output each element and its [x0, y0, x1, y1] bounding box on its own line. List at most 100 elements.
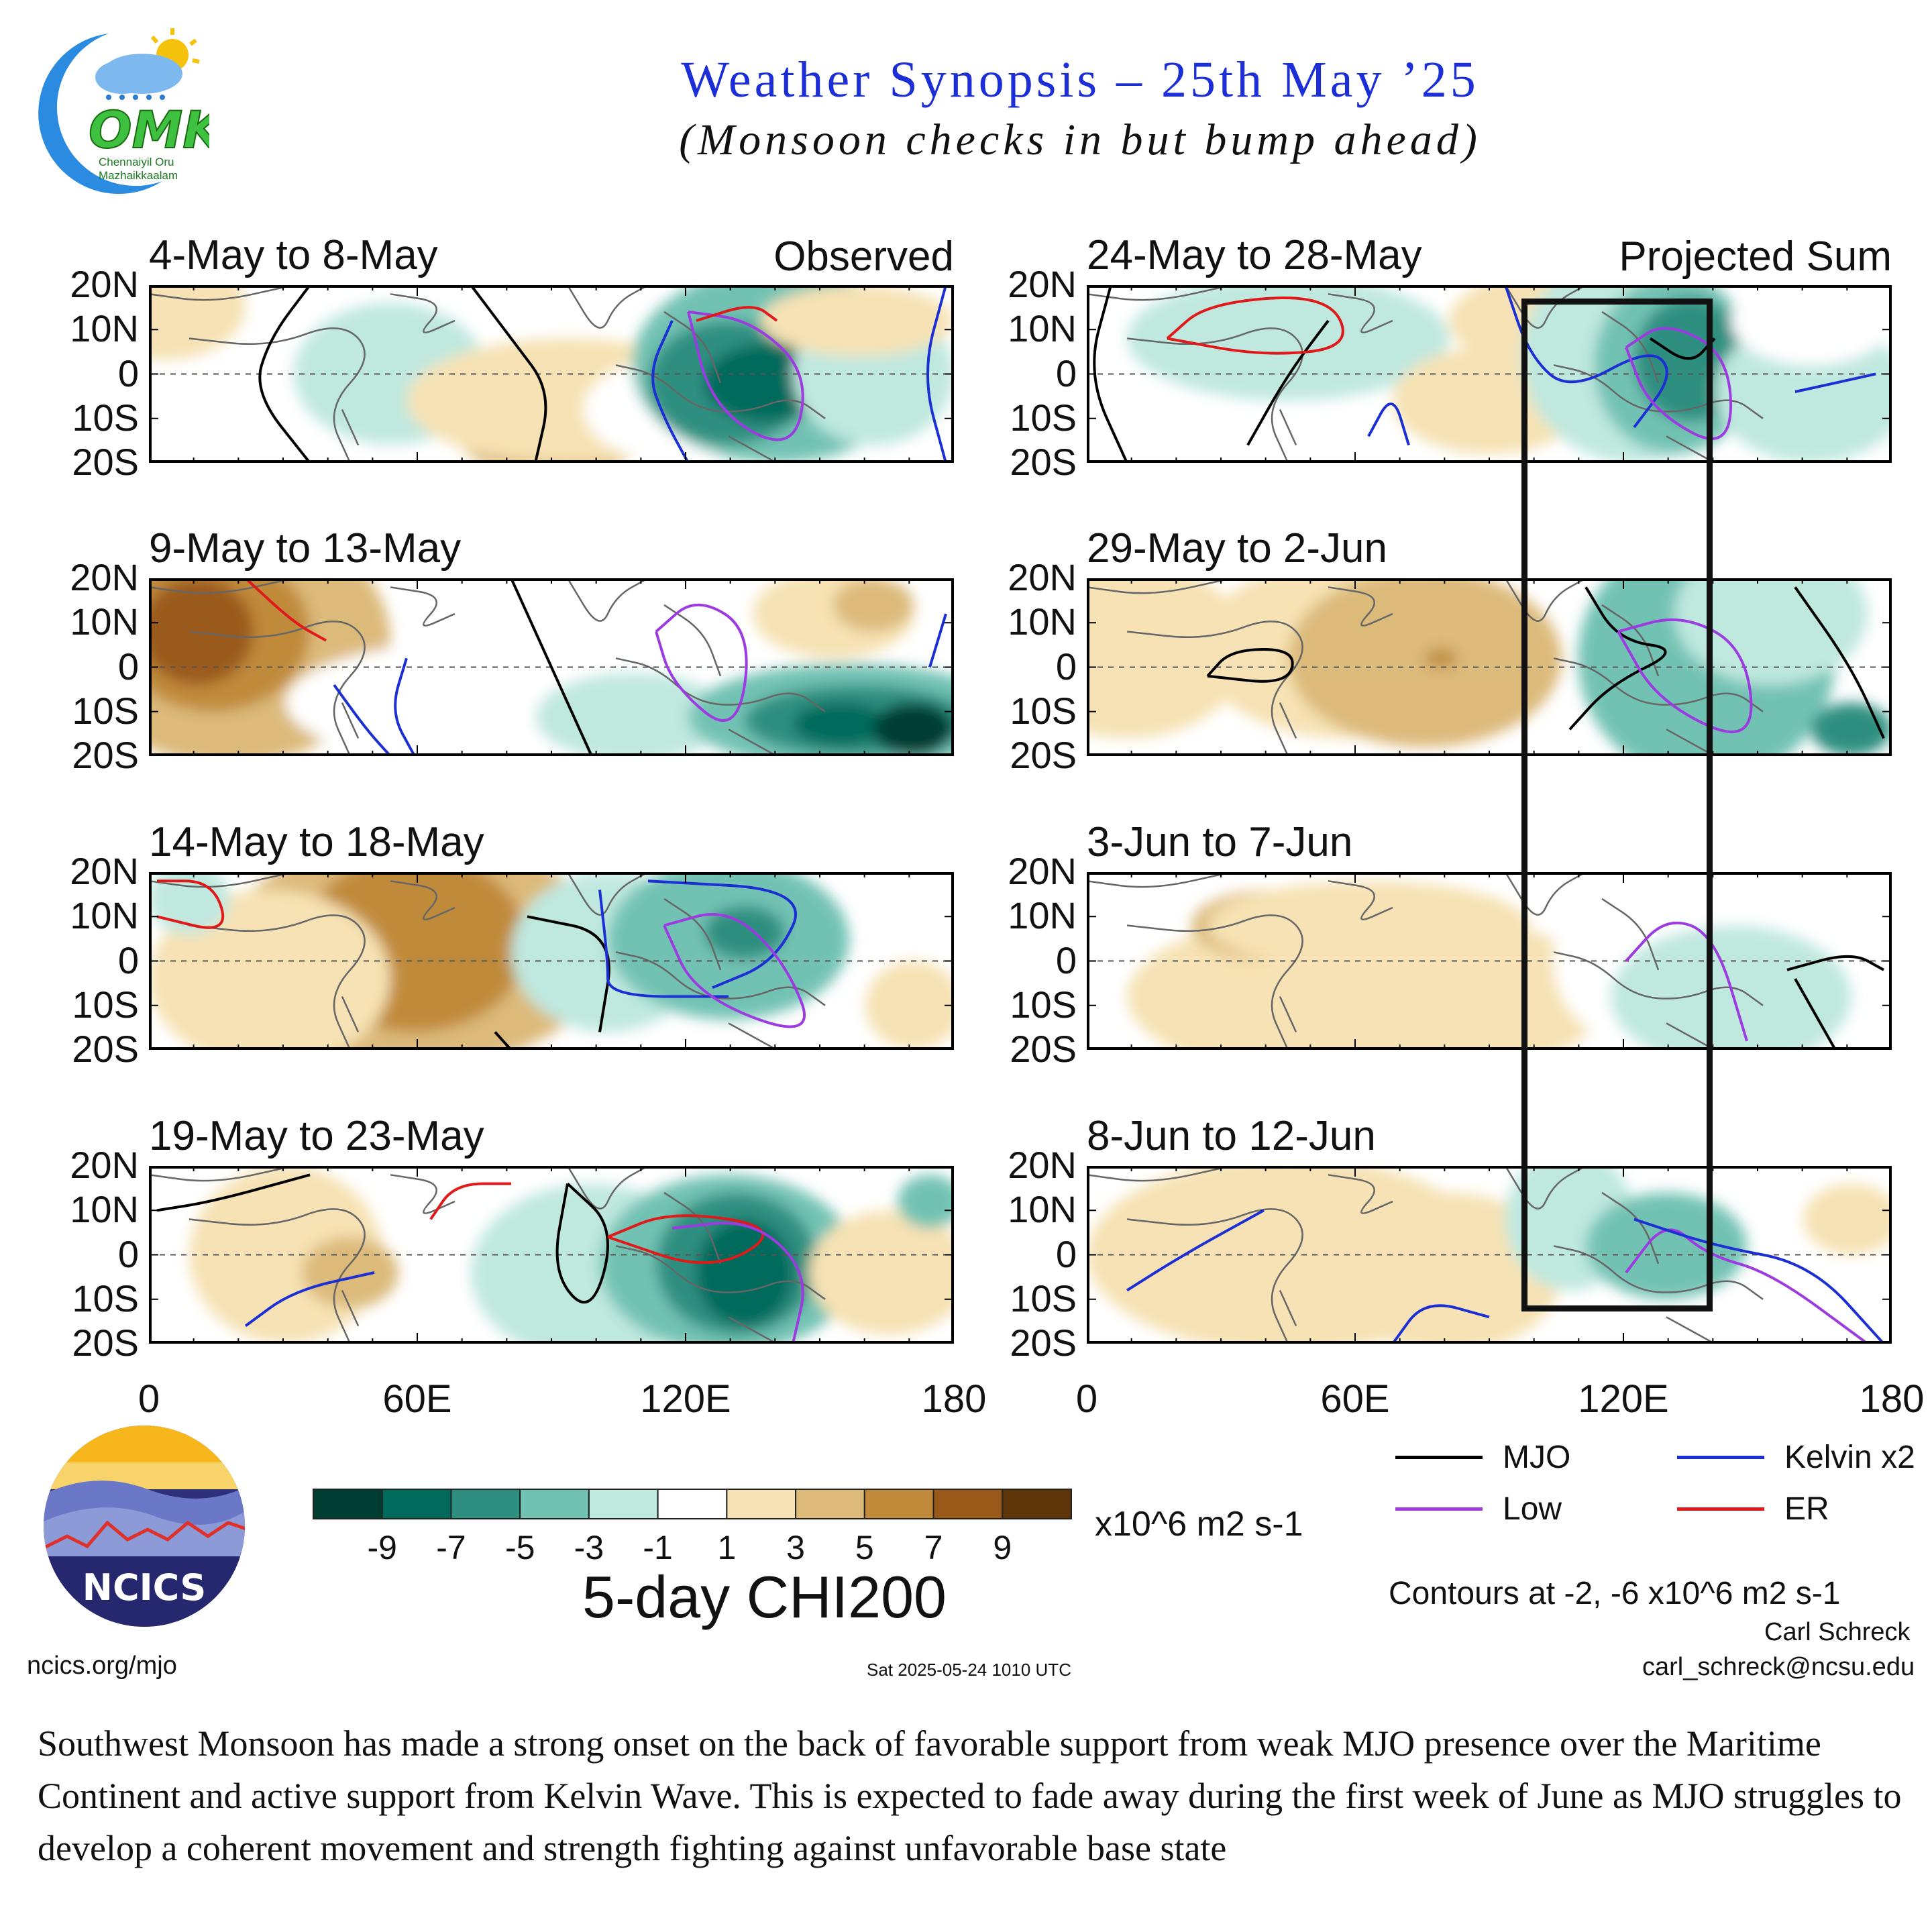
- chi200-anomaly-region: [1288, 578, 1562, 747]
- colorbar-tick-label: 5: [855, 1529, 874, 1566]
- colorbar-swatch: [381, 1489, 452, 1519]
- lat-tick-label: 0: [1055, 352, 1077, 394]
- panel-corner-label: Observed: [773, 233, 954, 280]
- contour-kel: [1504, 285, 1668, 429]
- coastline: [390, 293, 455, 333]
- contour-low: [1625, 327, 1733, 440]
- legend-item: ER: [1677, 1491, 1829, 1527]
- lat-tick-label: 10S: [1010, 1277, 1077, 1320]
- chi200-anomaly-region: [1208, 881, 1529, 970]
- lat-tick-label: 0: [117, 645, 139, 688]
- coastline: [1666, 435, 1715, 463]
- contour-kel: [1794, 372, 1876, 393]
- ncics-url[interactable]: ncics.org/mjo: [27, 1652, 177, 1680]
- colorbar-title: 5-day CHI200: [582, 1564, 947, 1630]
- contour-mjo: [156, 1173, 311, 1212]
- chi200-map-panel: [1087, 285, 1892, 463]
- colorbar-swatch: [313, 1489, 383, 1519]
- lat-tick-label: 0: [117, 352, 139, 394]
- contour-er: [429, 1182, 511, 1220]
- colorbar-swatch: [1002, 1489, 1072, 1519]
- omk-logo-line1: Chennaiyil Oru: [99, 156, 174, 168]
- coastline: [189, 914, 366, 1050]
- coastline: [1504, 1166, 1587, 1210]
- contour-er: [696, 306, 778, 322]
- contour-mjo: [1206, 647, 1294, 683]
- coastline: [1279, 702, 1297, 739]
- coastline: [149, 285, 294, 301]
- lat-tick-label: 20S: [1010, 441, 1077, 483]
- coastline: [1601, 604, 1660, 677]
- lat-tick-label: 10S: [72, 396, 139, 439]
- lat-tick-label: 10N: [1008, 307, 1077, 350]
- coastlines: [1087, 578, 1764, 756]
- contour-mjo: [1649, 337, 1716, 360]
- coastline: [341, 409, 360, 446]
- legend-swatch: [1677, 1507, 1764, 1511]
- coastline: [728, 729, 777, 756]
- coastline: [390, 1174, 455, 1214]
- lat-tick-label: 20N: [70, 1144, 139, 1186]
- lat-tick-label: 10S: [1010, 983, 1077, 1026]
- lon-tick-label: 0: [1075, 1377, 1098, 1421]
- lat-tick-label: 20N: [70, 263, 139, 305]
- coastline: [728, 1316, 777, 1344]
- contour-mjo: [494, 1031, 513, 1050]
- contour-kel: [1126, 1209, 1265, 1292]
- page-header: Weather Synopsis – 25th May ’25 (Monsoon…: [376, 51, 1784, 166]
- colorbar-swatch: [726, 1489, 797, 1519]
- coastline: [1666, 729, 1715, 756]
- coastline: [663, 898, 722, 971]
- colorbar-tick-label: -7: [436, 1529, 466, 1566]
- lat-tick-label: 0: [117, 938, 139, 981]
- lon-tick-label: 60E: [1320, 1377, 1390, 1421]
- colorbar-swatch: [519, 1489, 590, 1519]
- chi200-shading: [149, 285, 954, 463]
- chi200-anomaly-region: [149, 578, 254, 685]
- coastline: [1126, 914, 1303, 1050]
- coastline: [615, 657, 826, 712]
- panel-title: 14-May to 18-May: [149, 819, 484, 865]
- coastlines: [1087, 1166, 1764, 1344]
- chi200-map-panel: [1087, 578, 1892, 756]
- chi200-shading: [149, 872, 954, 1050]
- coastline: [341, 1289, 360, 1327]
- colorbar-tick-label: -9: [367, 1529, 397, 1566]
- contour-mjo: [1246, 319, 1330, 446]
- lat-tick-label: 10N: [1008, 1188, 1077, 1231]
- coastline: [1126, 327, 1303, 463]
- contour-kel: [1391, 1304, 1490, 1344]
- coastline: [1087, 285, 1232, 301]
- coastline: [149, 578, 294, 594]
- ncics-logo-text: NCICS: [83, 1566, 206, 1609]
- colorbar-swatch: [795, 1489, 865, 1519]
- coastline: [390, 586, 455, 627]
- contour-mjo: [1568, 586, 1667, 731]
- ncics-logo: NCICS: [40, 1422, 248, 1630]
- coastline: [1553, 364, 1764, 419]
- lon-tick-label: 180: [1859, 1377, 1925, 1421]
- legend-item: Low: [1395, 1491, 1562, 1527]
- chi200-anomaly-region: [302, 1237, 398, 1308]
- panel-title: 24-May to 28-May: [1087, 232, 1422, 278]
- synopsis-caption: Southwest Monsoon has made a strong onse…: [38, 1723, 1902, 1868]
- page-subtitle: (Monsoon checks in but bump ahead): [679, 115, 1481, 164]
- chi200-shading: [1127, 285, 1892, 463]
- colorbar-tick-label: -5: [504, 1529, 535, 1566]
- lat-tick-label: 10S: [1010, 689, 1077, 732]
- coastline: [728, 1022, 777, 1050]
- chi200-anomaly-region: [1425, 649, 1457, 667]
- credit-email[interactable]: carl_schreck@ncsu.edu: [1642, 1653, 1915, 1681]
- chi200-anomaly-region: [1803, 1183, 1892, 1255]
- coastline: [728, 435, 777, 463]
- coastlines: [149, 1166, 826, 1344]
- lat-tick-label: 10S: [72, 689, 139, 732]
- coastline: [566, 872, 649, 916]
- legend-label: Low: [1503, 1491, 1562, 1527]
- chi200-anomaly-region: [761, 285, 954, 356]
- lon-tick-label: 60E: [382, 1377, 452, 1421]
- chi200-anomaly-region: [833, 578, 914, 632]
- coastline: [1087, 872, 1232, 888]
- coastline: [663, 604, 722, 677]
- coastline: [1126, 621, 1303, 756]
